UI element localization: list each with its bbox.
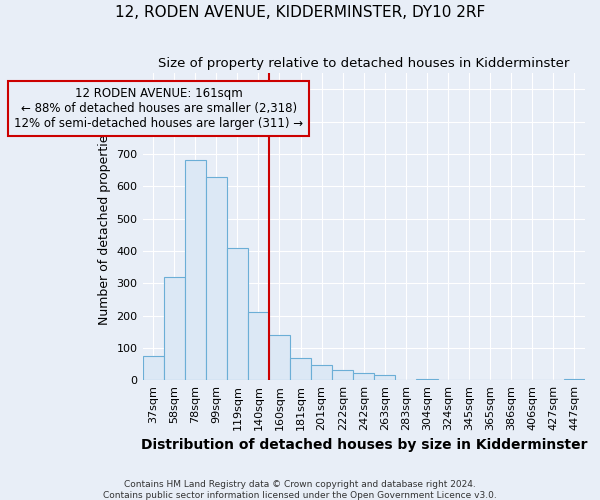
Bar (248, 312, 269, 380)
Bar (206, 176, 227, 380)
X-axis label: Distribution of detached houses by size in Kidderminster: Distribution of detached houses by size … (140, 438, 587, 452)
Text: 12, RODEN AVENUE, KIDDERMINSTER, DY10 2RF: 12, RODEN AVENUE, KIDDERMINSTER, DY10 2R… (115, 5, 485, 20)
Bar (374, 376, 395, 380)
Bar (269, 335, 290, 380)
Title: Size of property relative to detached houses in Kidderminster: Size of property relative to detached ho… (158, 58, 569, 70)
Bar (227, 248, 248, 380)
Bar (143, 356, 164, 380)
Bar (311, 364, 332, 380)
Bar (332, 370, 353, 380)
Text: Contains HM Land Registry data © Crown copyright and database right 2024.
Contai: Contains HM Land Registry data © Crown c… (103, 480, 497, 500)
Bar (416, 378, 437, 380)
Bar (185, 160, 206, 380)
Text: 12 RODEN AVENUE: 161sqm
← 88% of detached houses are smaller (2,318)
12% of semi: 12 RODEN AVENUE: 161sqm ← 88% of detache… (14, 87, 303, 130)
Bar (290, 358, 311, 380)
Bar (564, 378, 585, 380)
Bar (164, 276, 185, 380)
Bar (353, 373, 374, 380)
Y-axis label: Number of detached properties: Number of detached properties (98, 128, 111, 325)
